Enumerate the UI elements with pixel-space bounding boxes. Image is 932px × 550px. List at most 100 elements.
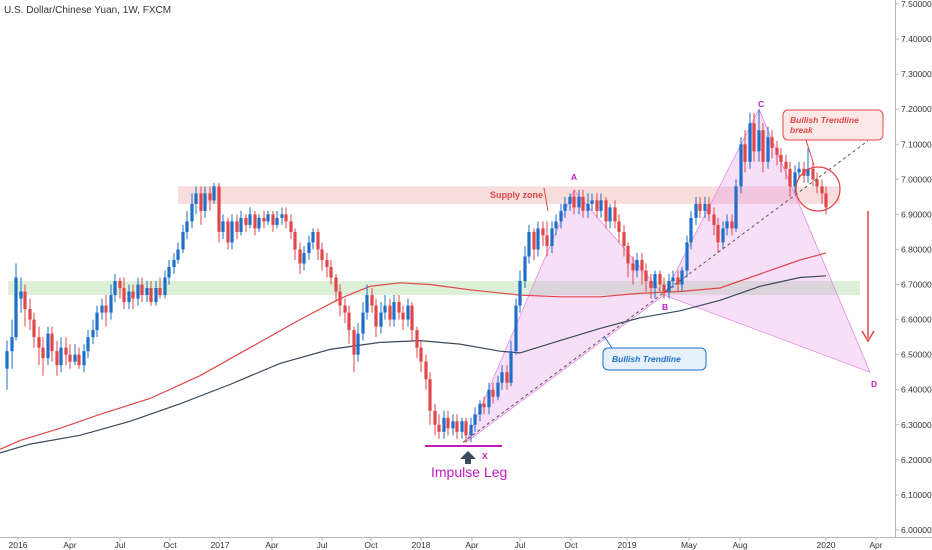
candle — [779, 147, 783, 173]
candle — [316, 228, 320, 260]
candle-body — [604, 200, 608, 222]
candle-body — [109, 295, 113, 313]
candle-body — [523, 256, 527, 282]
candle-body — [289, 221, 293, 232]
candle-body — [640, 259, 644, 271]
candle-body — [649, 281, 653, 289]
candle-body — [154, 288, 158, 303]
candle — [118, 277, 122, 299]
candle — [446, 410, 450, 436]
candle-body — [293, 231, 297, 250]
candle — [257, 214, 261, 232]
candle-body — [343, 305, 347, 313]
candle — [59, 337, 63, 373]
candle-body — [541, 228, 545, 236]
candle — [775, 140, 779, 166]
candle — [370, 288, 374, 313]
candle-body — [64, 347, 68, 355]
candle-body — [635, 259, 639, 271]
time-tick-label: 2020 — [817, 540, 836, 550]
candle-body — [82, 351, 86, 366]
candle-body — [757, 130, 761, 152]
candle-body — [379, 312, 383, 327]
candle — [271, 210, 275, 232]
candle — [172, 252, 176, 275]
candle — [658, 270, 662, 292]
chart-title: U.S. Dollar/Chinese Yuan, 1W, FXCM — [4, 5, 171, 16]
candle-body — [433, 410, 437, 425]
candle-body — [32, 319, 36, 338]
candle-body — [442, 417, 446, 432]
candle-body — [419, 347, 423, 362]
candle — [158, 277, 162, 299]
candle — [653, 270, 657, 299]
candle — [289, 214, 293, 239]
candle — [338, 284, 342, 317]
time-tick-label: May — [681, 540, 698, 550]
candle-body — [410, 305, 414, 331]
candle-body — [37, 337, 41, 348]
candle-body — [100, 305, 104, 313]
candle-body — [613, 207, 617, 222]
time-tick-label: Apr — [869, 540, 882, 550]
candle — [554, 214, 558, 236]
candle-body — [532, 231, 536, 250]
candle — [676, 270, 680, 292]
candle — [185, 210, 189, 239]
candle-body — [199, 193, 203, 211]
time-tick-label: Aug — [732, 540, 747, 550]
candle — [311, 228, 315, 250]
point-a-label: A — [571, 172, 577, 182]
candle — [284, 207, 288, 229]
time-tick-label: 2019 — [618, 540, 637, 550]
candle — [419, 340, 423, 373]
candle — [248, 207, 252, 229]
candle — [761, 123, 765, 173]
candle-body — [397, 302, 401, 313]
candle — [505, 365, 509, 390]
candle — [64, 337, 68, 366]
candle — [37, 326, 41, 366]
candle-body — [703, 203, 707, 211]
harmonic-pattern — [465, 108, 871, 444]
candle — [181, 224, 185, 253]
candle-body — [59, 347, 63, 366]
candle-body — [514, 305, 518, 352]
candle-body — [365, 295, 369, 313]
candle-body — [586, 203, 590, 211]
candle-body — [5, 351, 9, 369]
time-tick-label: Jul — [115, 540, 126, 550]
candle — [604, 196, 608, 229]
candle-body — [329, 266, 333, 278]
candle-body — [437, 424, 441, 432]
candle-body — [257, 217, 261, 229]
zones-layer — [8, 186, 860, 296]
moving-average-line-1 — [0, 252, 827, 450]
moving-average-line-2 — [0, 275, 827, 454]
candle — [617, 214, 621, 243]
candle — [770, 130, 774, 159]
candle-body — [568, 196, 572, 204]
bcd-triangle — [663, 108, 871, 373]
candle — [635, 252, 639, 278]
candle — [217, 182, 221, 243]
candle-body — [118, 281, 122, 289]
candle — [50, 326, 54, 362]
candle-body — [136, 284, 140, 299]
bullish-trendline — [462, 140, 869, 443]
candle — [595, 193, 599, 218]
candle — [325, 252, 329, 278]
time-tick-label: Jul — [515, 540, 526, 550]
candle-body — [725, 221, 729, 229]
candle-body — [496, 382, 500, 397]
candle — [68, 344, 72, 369]
candle-body — [505, 372, 509, 383]
point-c-label: C — [758, 99, 764, 109]
bullish-trendline-box — [602, 347, 707, 371]
candle — [577, 189, 581, 215]
candle — [550, 221, 554, 253]
candle-body — [761, 130, 765, 162]
candle-body — [770, 137, 774, 148]
candle-body — [203, 193, 207, 211]
candle — [253, 210, 257, 236]
